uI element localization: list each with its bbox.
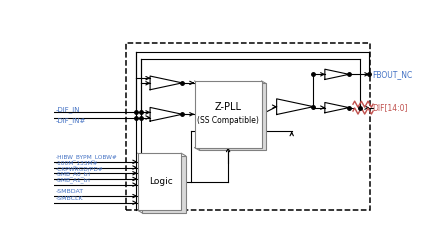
Text: Logic: Logic [149, 177, 173, 186]
Text: -SMB_A1_tri: -SMB_A1_tri [56, 177, 91, 183]
Text: -SMBDAT: -SMBDAT [56, 189, 84, 194]
Text: -SMBCLK: -SMBCLK [56, 196, 83, 201]
FancyBboxPatch shape [194, 81, 262, 147]
Text: -SMB_A0_tri: -SMB_A0_tri [56, 171, 91, 177]
Text: DIF[14:0]: DIF[14:0] [372, 103, 407, 112]
Text: -CKPWRGD/PD#: -CKPWRGD/PD# [56, 166, 103, 171]
FancyBboxPatch shape [199, 83, 266, 150]
Text: -DIF_IN: -DIF_IN [56, 106, 80, 113]
Text: -DIF_IN#: -DIF_IN# [56, 118, 86, 124]
FancyBboxPatch shape [142, 156, 186, 213]
Text: -100M_133M#: -100M_133M# [56, 160, 98, 166]
Text: FBOUT_NC: FBOUT_NC [372, 70, 412, 79]
FancyBboxPatch shape [138, 153, 181, 210]
Text: -HIBW_BYPM_LOBW#: -HIBW_BYPM_LOBW# [56, 154, 118, 160]
Text: (SS Compatible): (SS Compatible) [197, 116, 259, 125]
Text: Z-PLL: Z-PLL [215, 102, 241, 112]
